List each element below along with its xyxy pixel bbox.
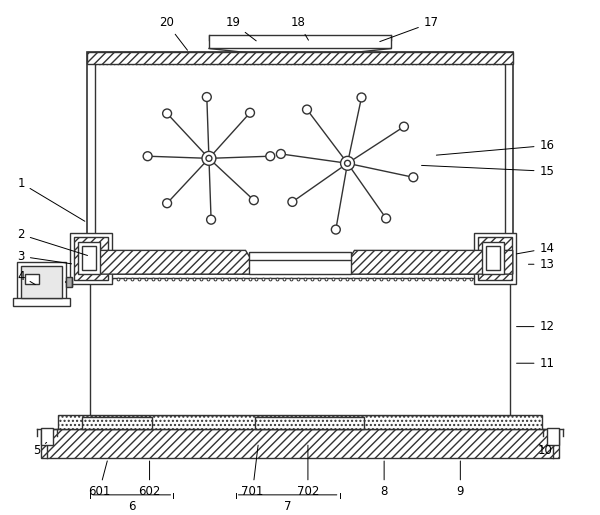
- Bar: [82, 417, 152, 428]
- Text: 12: 12: [517, 320, 554, 333]
- Text: 10: 10: [538, 444, 553, 457]
- Bar: [474, 233, 516, 284]
- Text: 15: 15: [422, 165, 554, 178]
- Circle shape: [331, 225, 340, 234]
- Bar: [70, 233, 112, 284]
- Bar: [21, 266, 62, 298]
- Bar: [41, 428, 559, 458]
- Text: 2: 2: [17, 228, 88, 255]
- Bar: [482, 243, 504, 274]
- Bar: [17, 262, 67, 302]
- Bar: [13, 298, 70, 306]
- Text: 13: 13: [529, 258, 554, 271]
- Text: 702: 702: [297, 445, 319, 499]
- Text: 17: 17: [380, 16, 439, 42]
- Circle shape: [206, 156, 212, 161]
- Circle shape: [288, 197, 297, 207]
- Circle shape: [277, 149, 286, 159]
- Text: 9: 9: [457, 461, 464, 499]
- Bar: [25, 274, 39, 284]
- Polygon shape: [209, 35, 391, 48]
- Circle shape: [163, 109, 172, 118]
- Text: 3: 3: [17, 250, 71, 264]
- Circle shape: [250, 196, 258, 204]
- Bar: [87, 53, 513, 274]
- Text: 14: 14: [517, 242, 554, 255]
- Polygon shape: [87, 250, 260, 274]
- Circle shape: [344, 160, 350, 166]
- Text: 5: 5: [33, 442, 47, 457]
- Bar: [87, 53, 513, 64]
- Circle shape: [382, 214, 391, 223]
- Text: 20: 20: [159, 16, 187, 50]
- Circle shape: [341, 157, 355, 170]
- Bar: [248, 252, 352, 274]
- Circle shape: [143, 152, 152, 161]
- Bar: [79, 243, 100, 274]
- Text: 7: 7: [284, 500, 292, 513]
- Circle shape: [206, 215, 215, 224]
- Bar: [82, 247, 96, 270]
- Text: 11: 11: [517, 357, 554, 370]
- Text: 602: 602: [139, 461, 161, 499]
- Bar: [41, 427, 53, 445]
- Circle shape: [202, 151, 216, 165]
- Text: 1: 1: [17, 177, 85, 221]
- Text: 16: 16: [436, 139, 554, 155]
- Text: 8: 8: [380, 461, 388, 499]
- Circle shape: [266, 152, 275, 161]
- Text: 19: 19: [225, 16, 256, 41]
- Bar: [58, 415, 542, 428]
- Polygon shape: [340, 250, 513, 274]
- Bar: [547, 427, 559, 445]
- Bar: [74, 236, 108, 280]
- Circle shape: [400, 122, 409, 131]
- Text: 601: 601: [88, 461, 110, 499]
- Bar: [256, 417, 364, 428]
- Bar: [486, 247, 500, 270]
- Bar: [90, 278, 510, 415]
- Circle shape: [302, 105, 311, 114]
- Text: 4: 4: [17, 270, 35, 285]
- Text: 18: 18: [290, 16, 308, 40]
- Bar: [67, 277, 73, 287]
- Circle shape: [409, 173, 418, 182]
- Circle shape: [245, 108, 254, 117]
- Bar: [478, 236, 512, 280]
- Circle shape: [357, 93, 366, 102]
- Circle shape: [202, 93, 211, 101]
- Circle shape: [163, 199, 172, 208]
- Text: 6: 6: [128, 500, 136, 513]
- Text: 701: 701: [241, 445, 263, 499]
